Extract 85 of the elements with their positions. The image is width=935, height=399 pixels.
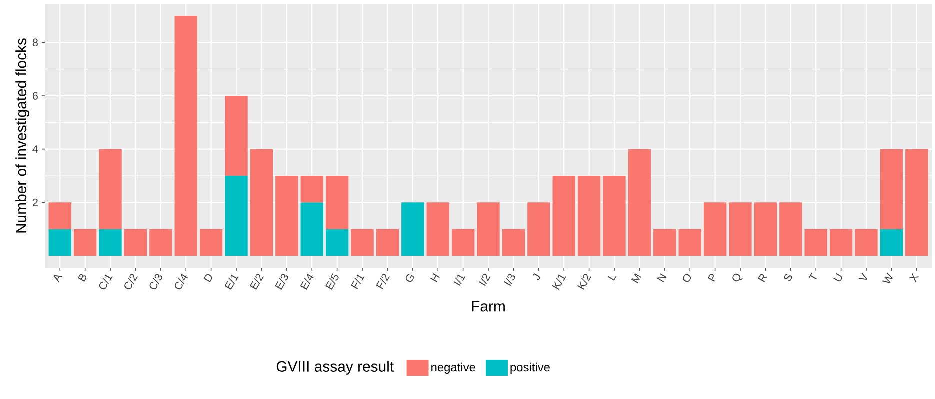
legend-label: positive — [510, 362, 550, 374]
bar — [200, 229, 223, 256]
x-tick-label: E/5 — [326, 274, 339, 290]
bar — [74, 229, 97, 256]
bar — [48, 229, 72, 256]
x-tick-label: W — [882, 272, 893, 284]
bar — [174, 16, 198, 256]
bar — [528, 202, 550, 256]
bar — [603, 176, 626, 256]
bar — [855, 229, 878, 256]
x-tick-label: C/4 — [175, 274, 188, 290]
bar — [880, 149, 904, 230]
bar — [300, 176, 324, 203]
x-tick-label: S — [784, 274, 792, 282]
x-tick-label: C/1 — [99, 274, 113, 290]
bar — [880, 229, 904, 256]
x-tick-label: C/2 — [124, 274, 138, 290]
bar — [502, 229, 526, 256]
y-tick-label: 6 — [32, 92, 38, 100]
bar — [99, 229, 122, 256]
x-tick-label: I/2 — [478, 274, 491, 286]
x-tick-label: X — [909, 273, 920, 283]
x-tick-label: E/2 — [250, 274, 264, 290]
bar — [552, 176, 576, 256]
y-tick-label: 2 — [32, 198, 38, 206]
bar — [351, 229, 374, 256]
x-tick-label: C/3 — [150, 274, 162, 290]
bar — [654, 229, 676, 256]
bar — [426, 202, 450, 256]
x-tick-label: M — [631, 273, 642, 284]
bar — [477, 202, 500, 256]
x-tick-label: F/2 — [376, 274, 390, 290]
bar — [578, 176, 601, 256]
bar — [452, 229, 475, 256]
bar — [729, 202, 752, 256]
bar — [225, 176, 248, 256]
x-tick-label: Q — [732, 274, 743, 282]
x-tick-label: E/3 — [275, 274, 288, 290]
bar — [376, 229, 400, 256]
bar — [830, 229, 853, 256]
x-tick-label: O — [683, 274, 692, 282]
x-tick-label: H — [430, 273, 440, 283]
x-tick-label: R — [758, 274, 768, 283]
bar — [48, 202, 72, 230]
bar — [754, 202, 778, 256]
bar — [300, 202, 324, 256]
x-tick-label: P — [708, 274, 715, 282]
x-tick-label: T — [808, 272, 818, 280]
x-tick-label: K/1 — [552, 274, 566, 290]
y-axis-title: Number of investigated flocks — [16, 38, 30, 233]
bar — [150, 229, 172, 256]
bar — [225, 96, 248, 176]
x-tick-label: E/1 — [224, 274, 239, 290]
x-axis-title: Farm — [472, 301, 505, 312]
bar — [704, 202, 727, 256]
bar — [326, 176, 349, 230]
x-tick-label: F/1 — [351, 274, 365, 290]
bar — [99, 149, 122, 230]
bar — [326, 229, 349, 256]
bar — [250, 149, 274, 256]
x-tick-label: U — [834, 273, 842, 282]
x-tick-label: V — [858, 272, 868, 280]
y-tick-label: 4 — [32, 146, 38, 154]
x-tick-label: J — [533, 273, 540, 280]
x-tick-label: N — [657, 273, 667, 283]
y-tick-label: 8 — [32, 38, 38, 47]
bar — [804, 229, 828, 256]
x-tick-label: E/4 — [300, 274, 314, 290]
legend-title: GVIII assay result — [276, 360, 394, 375]
bar — [276, 176, 298, 256]
x-tick-label: L — [608, 276, 617, 281]
bar — [678, 229, 702, 256]
x-tick-label: G — [406, 274, 414, 282]
bar — [402, 202, 424, 256]
x-tick-label: D — [204, 274, 212, 283]
bar — [906, 149, 928, 256]
x-tick-label: K/2 — [578, 274, 592, 290]
bar — [780, 202, 802, 256]
x-tick-label: B — [78, 274, 87, 282]
legend-label: negative — [432, 362, 476, 374]
bar — [628, 149, 652, 256]
x-tick-label: I/1 — [454, 274, 466, 286]
x-tick-label: I/3 — [504, 274, 516, 286]
x-tick-label: A — [54, 275, 62, 283]
bar — [124, 229, 148, 256]
